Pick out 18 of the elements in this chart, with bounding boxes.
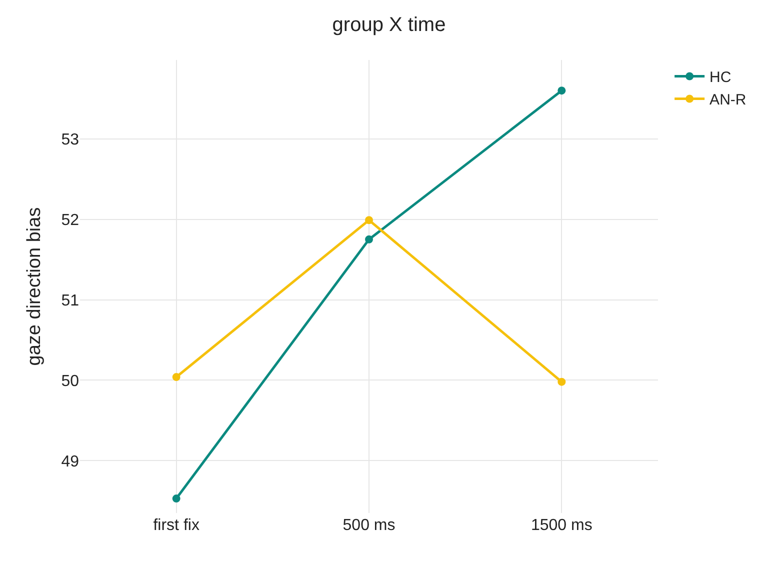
y-tick-label: 51 [61, 292, 80, 310]
x-tick-label: first fix [153, 517, 200, 534]
y-tick-label: 52 [61, 212, 80, 229]
x-tick-label: 1500 ms [530, 517, 592, 534]
point [365, 216, 373, 224]
y-tick-label: 49 [61, 453, 80, 470]
x-tick-label: 500 ms [342, 517, 396, 534]
legend-label: AN-R [710, 92, 746, 109]
y-tick-label: 50 [61, 372, 80, 390]
y-tick-label: 53 [61, 131, 80, 148]
point [172, 373, 180, 382]
y-axis-title: gaze direction bias [24, 207, 46, 366]
point [558, 378, 566, 386]
point [365, 235, 373, 244]
chart-title: group X time [332, 14, 446, 36]
legend-label: HC [710, 69, 732, 86]
point [172, 494, 180, 503]
point [558, 86, 566, 95]
